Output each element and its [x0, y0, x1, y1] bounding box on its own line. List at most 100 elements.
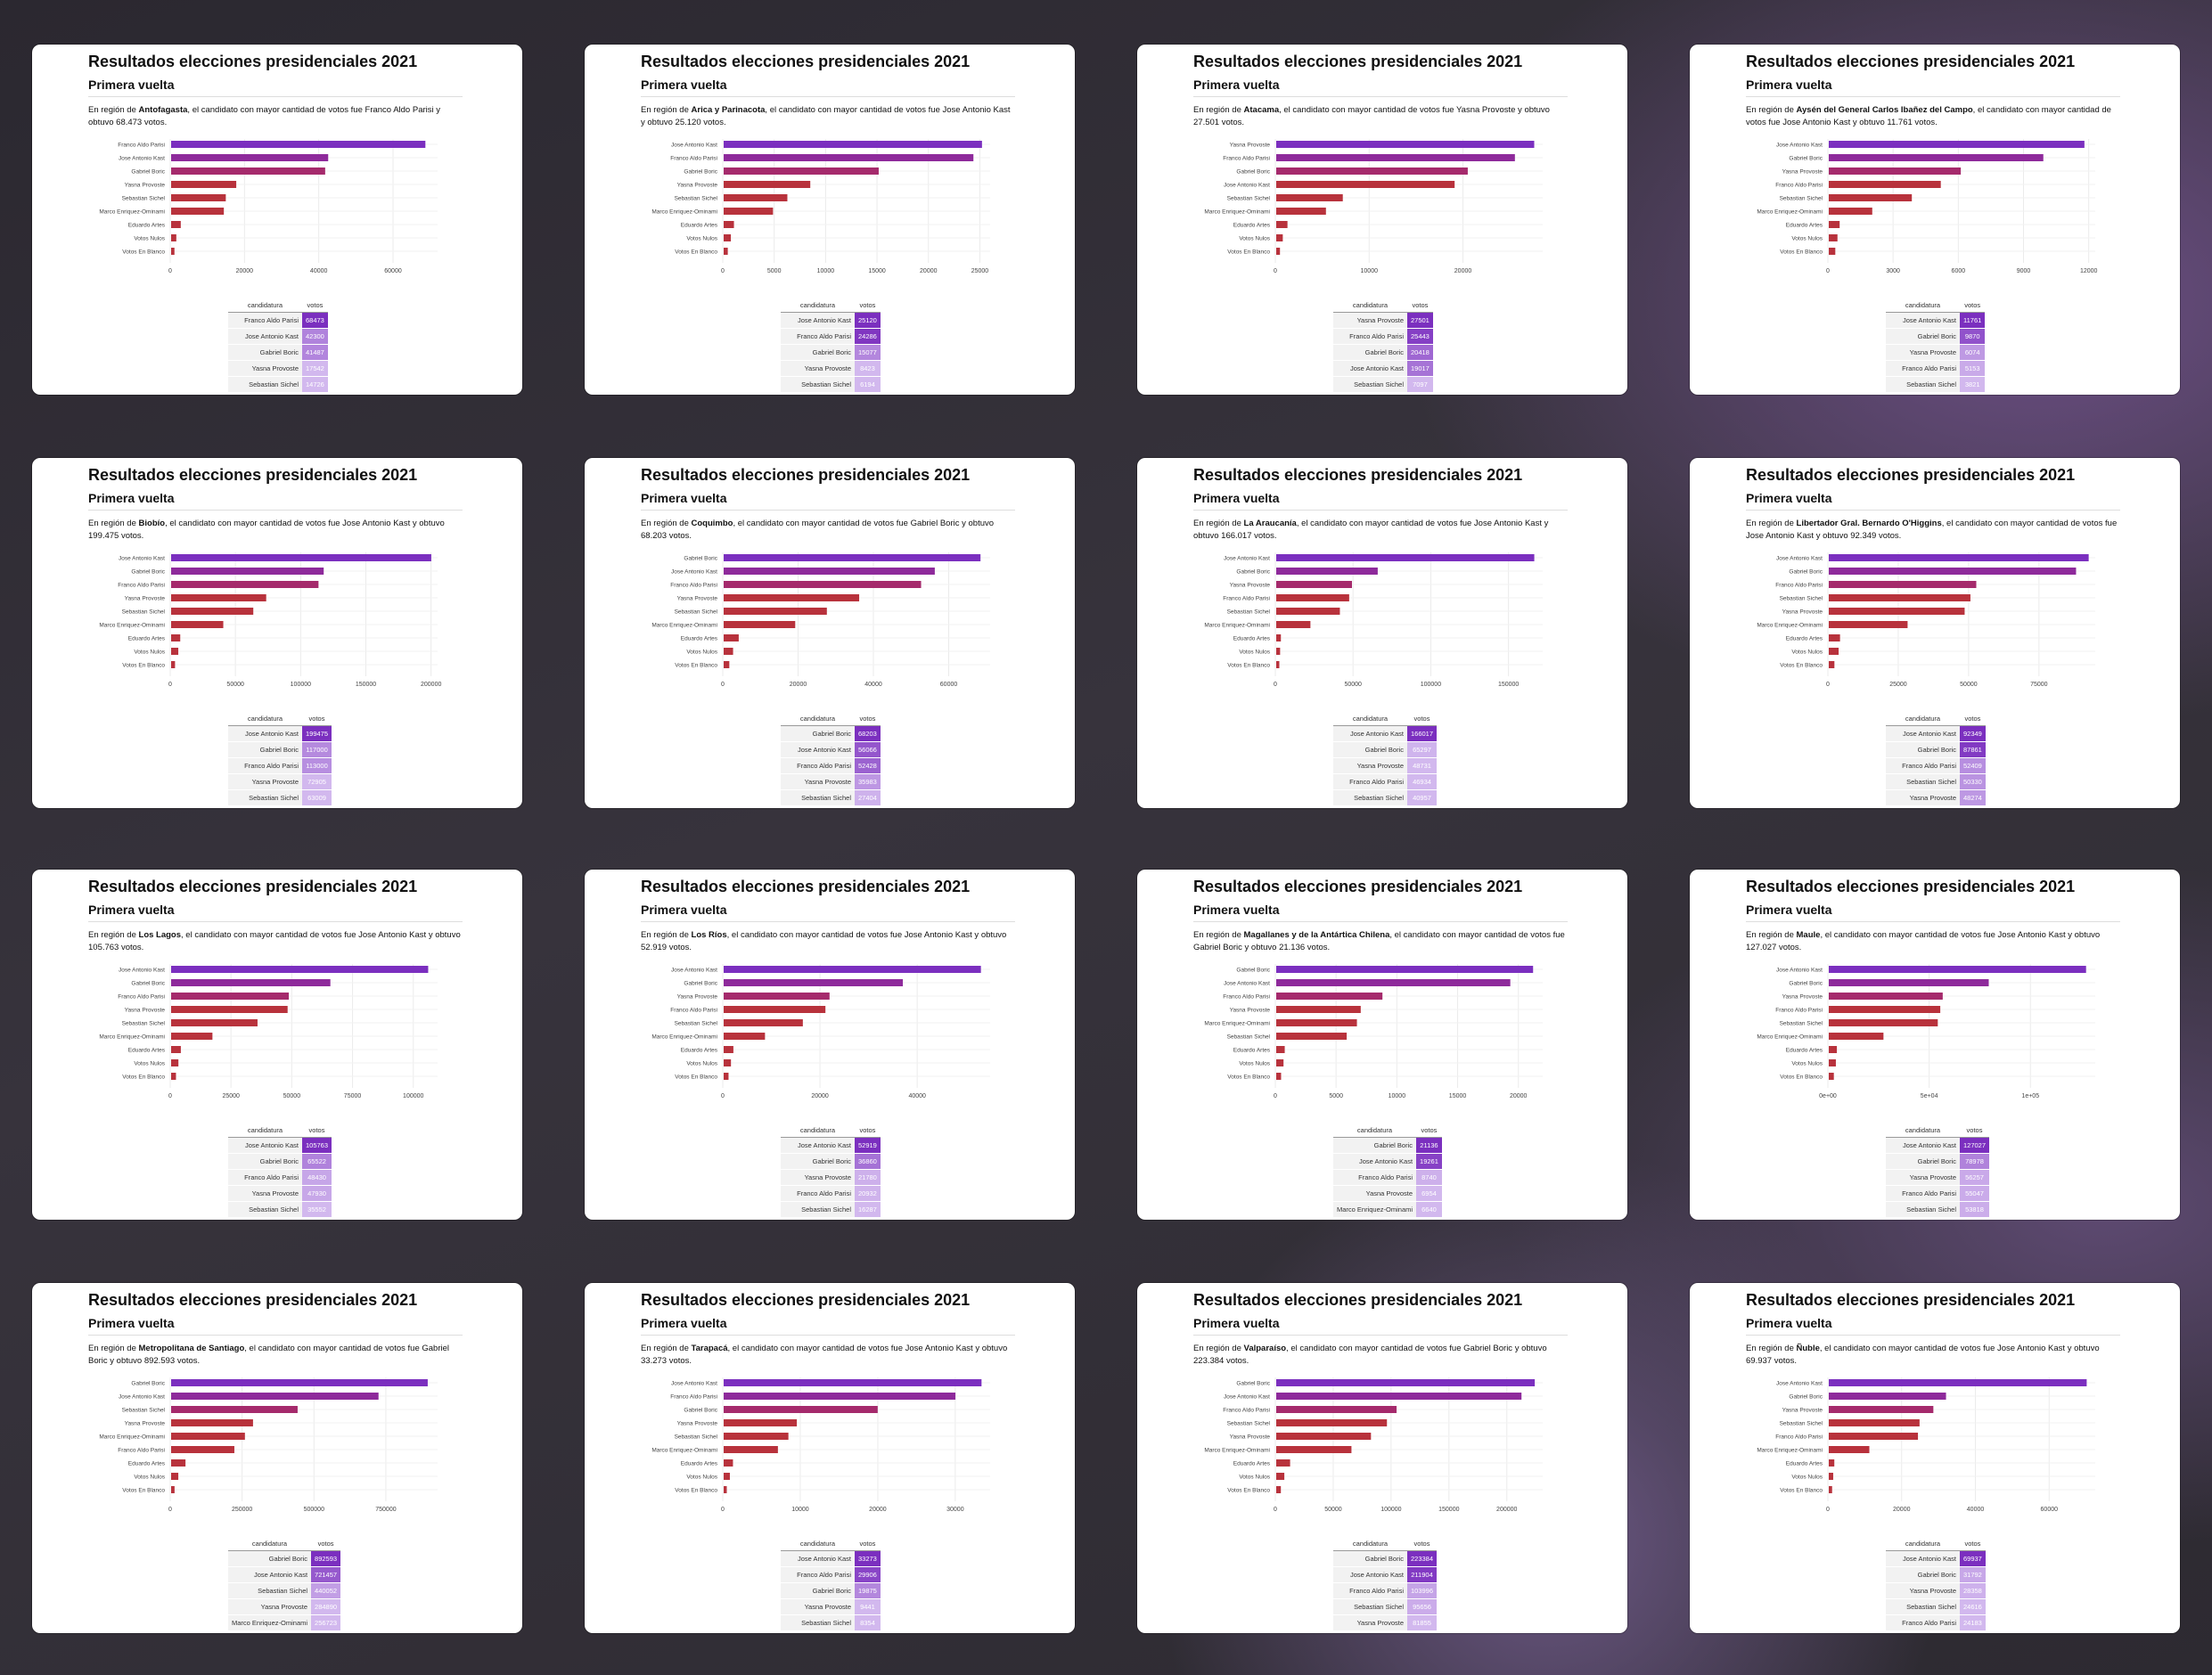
table-row: Sebastian Sichel 35552 — [228, 1201, 332, 1218]
bar — [1829, 221, 1840, 228]
table-row: Franco Aldo Parisi 20932 — [781, 1185, 881, 1202]
y-tick-label: Votos En Blanco — [1227, 663, 1270, 669]
y-tick-label: Eduardo Artes — [1233, 223, 1271, 229]
results-table: candidatura votos Franco Aldo Parisi 68473 J… — [228, 298, 328, 393]
table-row: Franco Aldo Parisi 48430 — [228, 1169, 332, 1186]
y-tick-label: Marco Enriquez-Ominami — [1204, 1021, 1270, 1027]
results-table: candidatura votos Jose Antonio Kast 166017 G… — [1333, 712, 1438, 806]
table-row: Franco Aldo Parisi 24286 — [781, 328, 881, 345]
divider — [1746, 1335, 2120, 1336]
table-row: Franco Aldo Parisi 5153 — [1886, 360, 1986, 377]
x-tick-label: 60000 — [384, 268, 402, 274]
votes-cell: 52919 — [855, 1137, 881, 1154]
table-row: Franco Aldo Parisi 55047 — [1886, 1185, 1990, 1202]
description-suffix: , el candidato con mayor cantidad de vot… — [1193, 1344, 1547, 1366]
y-tick-label: Eduardo Artes — [681, 1461, 718, 1467]
bar-chart: 0 20000 40000 60000 Franco Aldo Parisi Jose A… — [99, 139, 438, 274]
bar-chart: 0 3000 6000 9000 12000 Jose Antonio Kast Gabri… — [1757, 139, 2098, 274]
votes-cell: 47930 — [302, 1185, 332, 1202]
results-table: candidatura votos Jose Antonio Kast 105763 G… — [228, 1123, 332, 1218]
y-tick-label: Jose Antonio Kast — [1776, 968, 1823, 974]
x-tick-label: 25000 — [971, 268, 989, 274]
bar — [1829, 554, 2089, 561]
candidate-cell: Jose Antonio Kast — [1886, 725, 1960, 742]
description-suffix: , el candidato con mayor cantidad de vot… — [1193, 519, 1549, 541]
bar — [1829, 194, 1913, 201]
results-table: candidatura votos Jose Antonio Kast 92349 Ga… — [1886, 712, 1986, 806]
votes-cell: 6954 — [1416, 1185, 1442, 1202]
table-row: Sebastian Sichel 40957 — [1333, 789, 1438, 806]
y-tick-label: Votos Nulos — [1791, 236, 1823, 242]
x-tick-label: 100000 — [1421, 682, 1441, 688]
y-tick-label: Gabriel Boric — [131, 569, 165, 576]
bar — [1829, 1459, 1835, 1467]
table-header-row: candidatura votos — [781, 712, 881, 726]
divider — [1193, 921, 1568, 922]
y-tick-label: Sebastian Sichel — [122, 196, 166, 202]
bar — [1276, 194, 1343, 201]
divider — [1746, 921, 2120, 922]
y-tick-label: Franco Aldo Parisi — [670, 156, 717, 162]
y-tick-label: Eduardo Artes — [1233, 636, 1271, 642]
result-description: En región de Valparaíso, el candidato co… — [1193, 1343, 1568, 1367]
candidate-cell: Franco Aldo Parisi — [1886, 1185, 1960, 1202]
x-tick-label: 40000 — [908, 1093, 926, 1099]
bar — [724, 181, 811, 188]
candidate-cell: Jose Antonio Kast — [781, 1550, 855, 1567]
x-tick-label: 50000 — [1960, 682, 1978, 688]
y-tick-label: Jose Antonio Kast — [1224, 981, 1270, 987]
x-tick-label: 0 — [721, 682, 725, 688]
region-card: Resultados elecciones presidenciales 202… — [585, 870, 1075, 1220]
y-tick-label: Yasna Provoste — [677, 1421, 718, 1427]
y-tick-label: Yasna Provoste — [677, 596, 718, 602]
y-tick-label: Votos En Blanco — [1227, 249, 1270, 256]
bar — [171, 979, 331, 986]
description-prefix: En región de — [641, 930, 692, 940]
divider — [1746, 96, 2120, 97]
x-tick-label: 0 — [721, 1093, 725, 1099]
region-name: Biobío — [138, 519, 166, 528]
y-tick-label: Marco Enriquez-Ominami — [1204, 623, 1270, 629]
x-tick-label: 20000 — [1510, 1093, 1528, 1099]
bar — [171, 1033, 213, 1040]
bar — [171, 661, 176, 668]
bar — [1829, 1419, 1920, 1426]
column-header: candidatura — [1333, 1123, 1417, 1138]
y-tick-label: Marco Enriquez-Ominami — [651, 1448, 717, 1454]
votes-cell: 95656 — [1407, 1598, 1438, 1615]
votes-cell: 20932 — [855, 1185, 881, 1202]
y-tick-label: Marco Enriquez-Ominami — [99, 1034, 165, 1041]
region-card: Resultados elecciones presidenciales 202… — [1690, 45, 2180, 395]
y-tick-label: Votos En Blanco — [1780, 1488, 1823, 1494]
x-tick-label: 0 — [1274, 1093, 1277, 1099]
votes-cell: 17542 — [302, 360, 328, 377]
y-tick-label: Sebastian Sichel — [1227, 1421, 1271, 1427]
table-row: Gabriel Boric 20418 — [1333, 344, 1433, 361]
region-card: Resultados elecciones presidenciales 202… — [1690, 458, 2180, 808]
description-prefix: En región de — [641, 1344, 692, 1353]
bar-chart: 0 50000 100000 150000 Jose Antonio Kast Gabri… — [1204, 552, 1543, 688]
x-tick-label: 200000 — [421, 682, 441, 688]
bar — [171, 608, 254, 615]
description-prefix: En región de — [1193, 105, 1244, 115]
bar — [724, 1406, 878, 1413]
description-prefix: En región de — [1746, 1344, 1797, 1353]
result-description: En región de Ñuble, el candidato con may… — [1746, 1343, 2120, 1367]
y-tick-label: Gabriel Boric — [1236, 1381, 1270, 1387]
y-tick-label: Franco Aldo Parisi — [1775, 1008, 1823, 1014]
bar — [1276, 221, 1288, 228]
y-tick-label: Votos En Blanco — [1780, 1074, 1823, 1081]
y-tick-label: Yasna Provoste — [125, 596, 166, 602]
table-row: Jose Antonio Kast 19261 — [1333, 1153, 1442, 1170]
bar-chart: 0 10000 20000 30000 Jose Antonio Kast Franco … — [651, 1377, 990, 1513]
table-row: Gabriel Boric 117000 — [228, 741, 332, 758]
candidate-cell: Marco Enriquez-Ominami — [228, 1614, 312, 1631]
description-suffix: , el candidato con mayor cantidad de vot… — [88, 1344, 450, 1366]
divider — [88, 921, 463, 922]
y-tick-label: Sebastian Sichel — [675, 1434, 718, 1441]
column-header: candidatura — [228, 1123, 302, 1138]
y-tick-label: Sebastian Sichel — [675, 1021, 718, 1027]
bar-chart: 0 20000 40000 60000 Gabriel Boric Jose Antoni… — [651, 552, 990, 688]
x-tick-label: 150000 — [1498, 682, 1519, 688]
candidate-cell: Sebastian Sichel — [1333, 376, 1407, 393]
